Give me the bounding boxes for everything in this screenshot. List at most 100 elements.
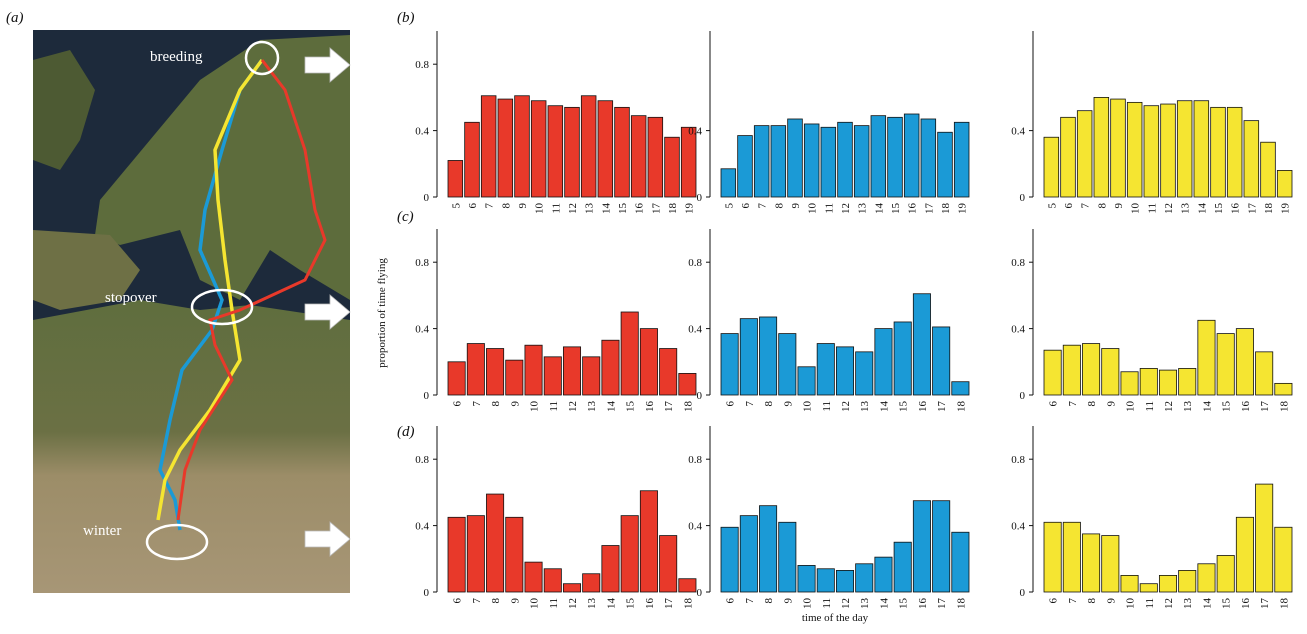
bar bbox=[1236, 517, 1253, 592]
bar bbox=[1111, 99, 1126, 197]
bar bbox=[875, 557, 892, 592]
x-tick-label: 10 bbox=[1130, 203, 1142, 215]
y-tick-label: 0.4 bbox=[1011, 521, 1025, 533]
bar bbox=[838, 122, 853, 197]
bar bbox=[1277, 170, 1292, 197]
x-tick-label: 16 bbox=[917, 598, 929, 610]
bar bbox=[913, 501, 930, 592]
bar bbox=[1102, 349, 1119, 395]
x-tick-label: 5 bbox=[450, 203, 462, 209]
bar bbox=[602, 546, 619, 592]
x-tick-label: 14 bbox=[600, 203, 612, 215]
bar bbox=[1236, 329, 1253, 395]
site-label: breeding bbox=[150, 49, 203, 65]
x-tick-label: 10 bbox=[529, 598, 541, 610]
bar bbox=[598, 101, 613, 197]
x-tick-label: 14 bbox=[605, 598, 617, 610]
x-tick-label: 7 bbox=[1067, 598, 1079, 604]
bar bbox=[1198, 564, 1215, 592]
bar bbox=[1261, 142, 1276, 197]
x-tick-label: 14 bbox=[878, 598, 890, 610]
x-tick-label: 7 bbox=[471, 598, 483, 604]
bar bbox=[531, 101, 546, 197]
y-tick-label: 0.8 bbox=[415, 454, 429, 466]
site-label: stopover bbox=[105, 290, 157, 306]
x-tick-label: 6 bbox=[452, 401, 464, 407]
x-tick-label: 17 bbox=[1246, 203, 1258, 215]
x-tick-label: 8 bbox=[773, 203, 785, 209]
panel-label: (c) bbox=[397, 209, 414, 225]
x-tick-label: 17 bbox=[1259, 598, 1271, 610]
x-tick-label: 8 bbox=[763, 598, 775, 604]
bar bbox=[615, 107, 630, 197]
panel-label: (a) bbox=[6, 10, 24, 26]
bar bbox=[1244, 121, 1259, 197]
x-tick-label: 16 bbox=[644, 598, 656, 610]
bar bbox=[933, 501, 950, 592]
bar bbox=[836, 347, 853, 395]
bar bbox=[565, 107, 580, 197]
bar bbox=[515, 96, 530, 197]
bar bbox=[660, 349, 677, 395]
x-tick-label: 11 bbox=[548, 598, 560, 609]
x-tick-label: 6 bbox=[725, 598, 737, 604]
bar bbox=[563, 584, 580, 592]
bar bbox=[1140, 368, 1157, 395]
bar bbox=[1159, 370, 1176, 395]
bar bbox=[1227, 107, 1242, 197]
bar bbox=[525, 562, 542, 592]
x-tick-label: 14 bbox=[1196, 203, 1208, 215]
bar bbox=[621, 516, 638, 592]
x-tick-label: 12 bbox=[1163, 203, 1175, 214]
x-tick-label: 14 bbox=[878, 401, 890, 413]
y-tick-label: 0.8 bbox=[1011, 257, 1025, 269]
bar bbox=[1179, 368, 1196, 395]
bar bbox=[681, 127, 696, 197]
bar bbox=[875, 329, 892, 395]
y-tick-label: 0.4 bbox=[415, 126, 429, 138]
y-tick-label: 0 bbox=[1020, 192, 1026, 204]
x-tick-label: 9 bbox=[782, 598, 794, 604]
site-label: winter bbox=[83, 523, 121, 539]
bar bbox=[621, 312, 638, 395]
bar bbox=[467, 516, 484, 592]
bar bbox=[759, 506, 776, 592]
bar bbox=[525, 345, 542, 395]
y-tick-label: 0.8 bbox=[1011, 454, 1025, 466]
bar bbox=[640, 491, 657, 592]
x-tick-label: 10 bbox=[802, 401, 814, 413]
x-tick-label: 7 bbox=[744, 598, 756, 604]
x-tick-label: 6 bbox=[1048, 401, 1060, 407]
figure: (a) breeding stopover winter (b) (c) (d)… bbox=[0, 0, 1307, 629]
y-tick-label: 0 bbox=[424, 390, 430, 402]
x-tick-label: 17 bbox=[663, 401, 675, 413]
x-tick-label: 17 bbox=[923, 203, 935, 215]
x-tick-label: 9 bbox=[1105, 598, 1117, 604]
x-tick-label: 12 bbox=[1163, 401, 1175, 412]
x-tick-label: 16 bbox=[917, 401, 929, 413]
bar bbox=[836, 570, 853, 592]
x-tick-label: 14 bbox=[605, 401, 617, 413]
bar bbox=[1044, 350, 1061, 395]
bar bbox=[1194, 101, 1209, 197]
x-tick-label: 6 bbox=[1063, 203, 1075, 209]
bar bbox=[448, 517, 465, 592]
bar bbox=[465, 122, 480, 197]
bar bbox=[1094, 97, 1109, 197]
bar bbox=[921, 119, 936, 197]
x-tick-label: 9 bbox=[509, 598, 521, 604]
x-tick-label: 18 bbox=[667, 203, 679, 215]
bar bbox=[1275, 383, 1292, 395]
x-tick-label: 6 bbox=[1048, 598, 1060, 604]
bar bbox=[821, 127, 836, 197]
y-tick-label: 0.8 bbox=[688, 257, 702, 269]
x-tick-label: 13 bbox=[586, 401, 598, 413]
bar bbox=[1159, 575, 1176, 592]
x-tick-label: 13 bbox=[586, 598, 598, 610]
x-tick-label: 13 bbox=[859, 598, 871, 610]
bar bbox=[583, 357, 600, 395]
x-tick-label: 19 bbox=[1280, 203, 1292, 215]
x-axis-label: time of the day bbox=[802, 612, 869, 624]
bar bbox=[640, 329, 657, 395]
bar bbox=[771, 126, 786, 197]
